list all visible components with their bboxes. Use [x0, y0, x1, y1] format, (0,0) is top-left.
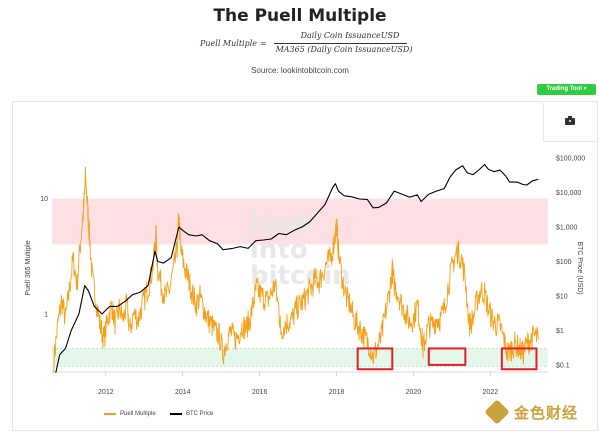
right-tick-label-3: $100	[556, 259, 572, 266]
x-tick-label-3: 2018	[329, 389, 345, 396]
watermark-text-2: bitcoin	[250, 261, 351, 291]
page-title: The Puell Multiple	[213, 6, 387, 26]
x-tick-label-1: 2014	[175, 389, 191, 396]
right-tick-label-4: $10	[556, 294, 568, 301]
highlight-box-1	[427, 347, 467, 366]
trading-tool-button[interactable]: Trading Tool ▾	[537, 84, 596, 95]
left-axis-title: Puell 365 Multiple	[25, 240, 32, 295]
logo: 金色财经	[484, 399, 592, 425]
legend-swatch-btc	[170, 413, 182, 415]
highlight-boxes-layer	[356, 347, 538, 371]
highlight-box-2	[500, 347, 538, 371]
chart-panel	[12, 101, 598, 431]
legend-label-btc: BTC Price	[186, 411, 214, 417]
x-tick-label-0: 2012	[98, 389, 114, 396]
band-red	[52, 198, 548, 245]
series-line-puell-multiple	[53, 166, 539, 373]
formula-lhs: Puell Multiple	[200, 39, 258, 48]
watermark-layer: lookintobitcoin	[250, 209, 351, 291]
formula-numerator: Daily Coin IssuanceUSD	[300, 31, 400, 40]
logo-text: 金色财经	[514, 403, 579, 422]
left-tick-label-0: 10	[40, 196, 48, 203]
x-tick-label-4: 2020	[406, 389, 422, 396]
formula-fraction-bar	[274, 43, 407, 44]
right-tick-label-6: $0.1	[556, 363, 570, 370]
right-tick-label-2: $1,000	[556, 225, 578, 232]
right-tick-label-1: $10,000	[556, 190, 581, 197]
camera-icon-top	[568, 116, 572, 118]
right-tick-label-0: $100,000	[556, 156, 585, 163]
camera-lens-icon	[568, 119, 572, 123]
x-tick-label-2: 2016	[252, 389, 268, 396]
highlight-box-0	[356, 347, 394, 371]
source-text: Source: lookintobitcoin.com	[251, 66, 349, 75]
legend-item-puell[interactable]: Puell Multiple	[104, 411, 156, 417]
right-axis-title: BTC Price (USD)	[576, 241, 583, 294]
formula-equals: =	[260, 39, 267, 48]
legend-item-btc[interactable]: BTC Price	[170, 411, 213, 417]
series-line-btc-price	[55, 163, 539, 373]
formula-denominator: MA365 (Daily Coin IssuanceUSD)	[275, 45, 413, 54]
camera-button[interactable]	[543, 103, 596, 142]
right-tick-label-5: $1	[556, 328, 564, 335]
axes-layer: 10 1 $100,000 $10,000 $1,000 $100 $10 $1 $0.1 201…	[25, 156, 585, 397]
band-green	[52, 348, 548, 367]
bands-layer	[52, 198, 548, 367]
lines-layer	[53, 163, 539, 373]
left-tick-label-1: 1	[44, 311, 48, 318]
legend-label-puell: Puell Multiple	[120, 411, 156, 417]
legend-swatch-puell	[104, 413, 116, 415]
formula: Puell Multiple = Daily Coin IssuanceUSD …	[200, 31, 430, 57]
x-tick-label-5: 2022	[483, 389, 499, 396]
diamond-logo-icon	[484, 399, 510, 425]
